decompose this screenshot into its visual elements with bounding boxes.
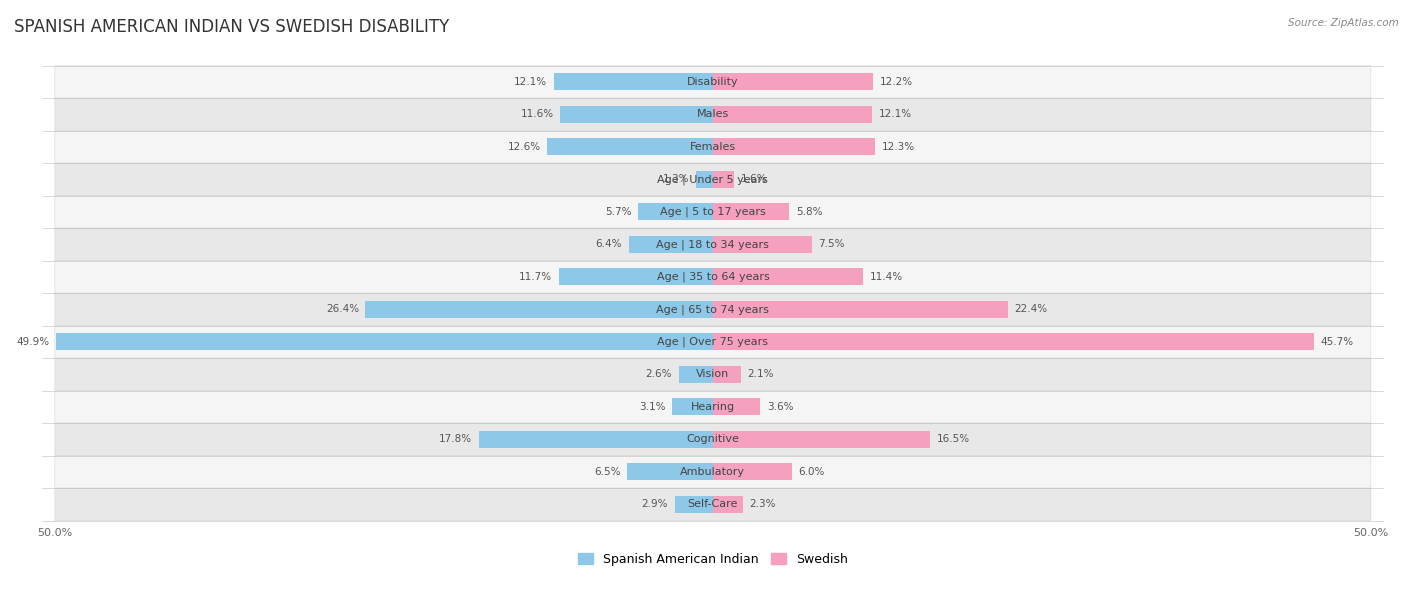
FancyBboxPatch shape <box>55 130 1371 163</box>
Text: 12.1%: 12.1% <box>879 110 912 119</box>
Text: Age | 5 to 17 years: Age | 5 to 17 years <box>659 207 766 217</box>
Text: 3.1%: 3.1% <box>638 402 665 412</box>
Bar <box>554 73 713 91</box>
Text: 26.4%: 26.4% <box>326 304 359 315</box>
Bar <box>713 301 1008 318</box>
Bar <box>560 269 713 285</box>
Text: 5.7%: 5.7% <box>605 207 631 217</box>
Bar <box>675 496 713 513</box>
Bar <box>713 236 811 253</box>
Bar <box>713 171 734 188</box>
Text: 1.3%: 1.3% <box>662 174 689 184</box>
Bar <box>560 106 713 123</box>
Text: 12.3%: 12.3% <box>882 142 914 152</box>
FancyBboxPatch shape <box>55 423 1371 455</box>
Text: 6.5%: 6.5% <box>595 467 621 477</box>
Text: Self-Care: Self-Care <box>688 499 738 509</box>
Bar <box>713 398 761 416</box>
FancyBboxPatch shape <box>55 390 1371 423</box>
FancyBboxPatch shape <box>55 293 1371 326</box>
FancyBboxPatch shape <box>55 228 1371 261</box>
Text: Age | Over 75 years: Age | Over 75 years <box>658 337 769 347</box>
Bar <box>713 334 1315 350</box>
Bar <box>478 431 713 448</box>
Bar <box>713 106 872 123</box>
Bar <box>713 431 929 448</box>
Text: Age | 35 to 64 years: Age | 35 to 64 years <box>657 272 769 282</box>
Bar <box>547 138 713 155</box>
Text: 12.2%: 12.2% <box>880 77 912 87</box>
Text: 12.6%: 12.6% <box>508 142 540 152</box>
FancyBboxPatch shape <box>55 65 1371 98</box>
Bar <box>366 301 713 318</box>
Text: 11.7%: 11.7% <box>519 272 553 282</box>
Text: Source: ZipAtlas.com: Source: ZipAtlas.com <box>1288 18 1399 28</box>
FancyBboxPatch shape <box>55 358 1371 390</box>
Text: Vision: Vision <box>696 370 730 379</box>
Text: 17.8%: 17.8% <box>439 435 472 444</box>
Text: Hearing: Hearing <box>690 402 735 412</box>
FancyBboxPatch shape <box>55 196 1371 228</box>
FancyBboxPatch shape <box>55 163 1371 196</box>
Bar <box>713 463 792 480</box>
Text: 12.1%: 12.1% <box>515 77 547 87</box>
Text: 2.1%: 2.1% <box>747 370 773 379</box>
Text: Disability: Disability <box>688 77 738 87</box>
Text: Cognitive: Cognitive <box>686 435 740 444</box>
Text: 6.4%: 6.4% <box>596 239 621 249</box>
FancyBboxPatch shape <box>55 326 1371 358</box>
Text: Age | Under 5 years: Age | Under 5 years <box>658 174 768 185</box>
Bar <box>638 203 713 220</box>
Text: Females: Females <box>690 142 735 152</box>
Text: Age | 65 to 74 years: Age | 65 to 74 years <box>657 304 769 315</box>
Bar <box>713 73 873 91</box>
Bar <box>713 203 789 220</box>
Text: 1.6%: 1.6% <box>741 174 768 184</box>
Bar <box>679 366 713 382</box>
Bar <box>627 463 713 480</box>
Text: 22.4%: 22.4% <box>1014 304 1047 315</box>
Bar <box>672 398 713 416</box>
Bar <box>713 269 863 285</box>
Bar <box>56 334 713 350</box>
Legend: Spanish American Indian, Swedish: Spanish American Indian, Swedish <box>572 548 853 571</box>
Text: Ambulatory: Ambulatory <box>681 467 745 477</box>
Text: 5.8%: 5.8% <box>796 207 823 217</box>
Text: 45.7%: 45.7% <box>1320 337 1354 347</box>
Text: 2.3%: 2.3% <box>749 499 776 509</box>
Text: SPANISH AMERICAN INDIAN VS SWEDISH DISABILITY: SPANISH AMERICAN INDIAN VS SWEDISH DISAB… <box>14 18 450 36</box>
Text: Males: Males <box>697 110 730 119</box>
FancyBboxPatch shape <box>55 261 1371 293</box>
Text: 16.5%: 16.5% <box>936 435 970 444</box>
Text: Age | 18 to 34 years: Age | 18 to 34 years <box>657 239 769 250</box>
Text: 2.9%: 2.9% <box>641 499 668 509</box>
Bar <box>713 366 741 382</box>
Text: 6.0%: 6.0% <box>799 467 825 477</box>
Text: 11.4%: 11.4% <box>869 272 903 282</box>
Text: 49.9%: 49.9% <box>17 337 49 347</box>
FancyBboxPatch shape <box>55 488 1371 521</box>
FancyBboxPatch shape <box>55 98 1371 130</box>
Text: 2.6%: 2.6% <box>645 370 672 379</box>
Bar <box>713 138 875 155</box>
Bar <box>713 496 744 513</box>
Text: 3.6%: 3.6% <box>766 402 793 412</box>
FancyBboxPatch shape <box>55 455 1371 488</box>
Bar <box>628 236 713 253</box>
Bar <box>696 171 713 188</box>
Text: 11.6%: 11.6% <box>520 110 554 119</box>
Text: 7.5%: 7.5% <box>818 239 845 249</box>
